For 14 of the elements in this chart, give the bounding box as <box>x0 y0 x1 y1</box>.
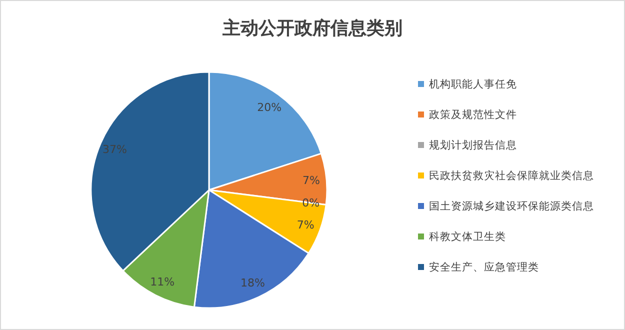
legend-label: 民政扶贫救灾社会保障就业类信息 <box>429 169 594 182</box>
chart-title: 主动公开政府信息类别 <box>222 18 402 39</box>
legend-label: 科教文体卫生类 <box>429 230 506 244</box>
data-label: 7% <box>302 174 320 188</box>
data-label: 20% <box>257 100 282 114</box>
data-label: 7% <box>296 218 314 232</box>
data-label: 18% <box>240 276 265 290</box>
legend-label: 机构职能人事任免 <box>429 78 517 91</box>
legend-label: 规划计划报告信息 <box>429 138 517 152</box>
data-label: 37% <box>102 143 128 156</box>
data-label: 11% <box>150 275 175 288</box>
legend-label: 政策及规范性文件 <box>429 108 517 122</box>
legend-label: 国土资源城乡建设环保能源类信息 <box>429 200 594 213</box>
legend-label: 安全生产、应急管理类 <box>429 260 539 274</box>
